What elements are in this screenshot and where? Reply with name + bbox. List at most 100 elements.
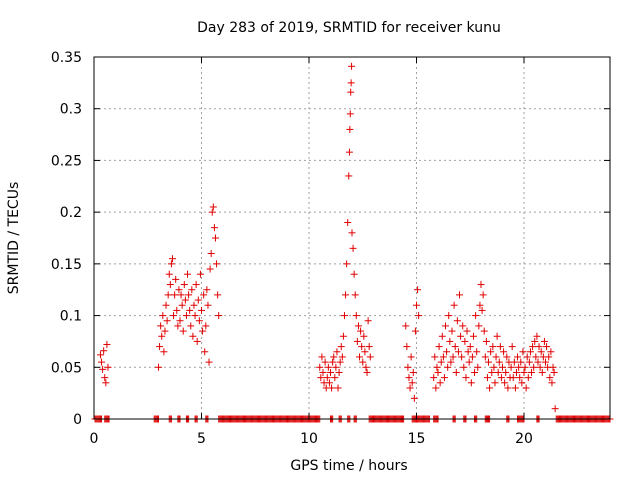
data-point <box>353 337 361 345</box>
data-point <box>489 343 497 351</box>
data-point <box>491 379 499 387</box>
data-point <box>163 317 171 325</box>
data-point <box>454 348 462 356</box>
data-point <box>413 301 420 309</box>
data-point <box>160 348 168 356</box>
data-point <box>159 312 167 320</box>
data-point <box>211 234 219 242</box>
data-point <box>537 348 545 356</box>
data-point <box>348 229 356 237</box>
data-point <box>329 358 337 366</box>
data-point <box>405 374 413 382</box>
data-point <box>517 358 525 366</box>
data-point <box>346 110 354 118</box>
data-point <box>547 348 555 356</box>
data-point <box>542 358 549 366</box>
data-point <box>456 291 463 299</box>
data-point <box>483 374 491 382</box>
data-point <box>347 88 355 96</box>
data-point <box>502 368 510 376</box>
data-point <box>332 363 340 371</box>
data-point <box>168 255 176 263</box>
data-point <box>409 368 417 376</box>
data-point <box>345 172 353 180</box>
data-point <box>469 332 477 340</box>
data-point <box>356 353 364 361</box>
data-point <box>473 348 481 356</box>
data-point <box>357 327 365 335</box>
data-point <box>180 281 188 289</box>
data-point <box>362 363 370 371</box>
data-point <box>358 343 366 351</box>
data-point <box>521 363 529 371</box>
data-point <box>177 291 185 299</box>
data-point <box>507 363 515 371</box>
y-tick-label: 0.15 <box>51 257 82 273</box>
data-point <box>414 286 422 294</box>
data-point <box>459 322 467 330</box>
data-point <box>340 312 348 320</box>
data-point <box>98 358 106 366</box>
data-point <box>331 374 339 382</box>
data-point <box>490 363 498 371</box>
data-point <box>458 353 466 361</box>
data-point <box>185 291 193 299</box>
data-point <box>351 291 359 299</box>
data-point <box>433 363 441 371</box>
x-tick-label: 15 <box>408 431 426 447</box>
data-point <box>520 368 528 376</box>
data-point <box>317 374 325 382</box>
data-point <box>471 368 479 376</box>
data-point <box>170 312 178 320</box>
data-point <box>360 332 368 340</box>
data-point <box>181 296 189 304</box>
data-point <box>214 291 222 299</box>
y-tick-label: 0 <box>73 412 82 428</box>
data-point <box>213 260 221 268</box>
data-point <box>465 358 473 366</box>
data-point <box>545 353 553 361</box>
data-point <box>161 327 169 335</box>
data-point <box>174 322 182 330</box>
data-point <box>366 353 374 361</box>
data-point <box>549 363 557 371</box>
data-point <box>457 332 465 340</box>
data-point <box>408 379 416 387</box>
data-point <box>535 343 543 351</box>
data-point <box>193 337 201 345</box>
data-point <box>102 379 110 387</box>
x-tick-label: 0 <box>90 431 99 447</box>
data-point <box>406 384 414 392</box>
data-point <box>508 343 516 351</box>
data-point <box>175 286 183 294</box>
data-point <box>481 353 489 361</box>
data-point <box>325 379 333 387</box>
data-point <box>215 312 223 320</box>
data-point <box>516 374 524 382</box>
data-point <box>493 332 501 340</box>
data-point <box>330 353 338 361</box>
data-point <box>205 358 213 366</box>
y-tick-label: 0.05 <box>51 360 82 376</box>
data-point <box>101 374 109 382</box>
data-point <box>187 322 195 330</box>
data-point <box>207 250 215 258</box>
data-point <box>451 343 459 351</box>
data-point <box>349 244 357 252</box>
data-point <box>407 353 415 361</box>
data-point <box>182 312 190 320</box>
data-point <box>524 374 532 382</box>
x-axis-label: GPS time / hours <box>290 458 407 474</box>
data-point <box>449 353 457 361</box>
data-point <box>328 384 336 392</box>
data-point <box>551 405 559 413</box>
data-point <box>477 281 485 289</box>
x-tick-label: 10 <box>300 431 318 447</box>
axis-ticks: 0 0.05 0.1 0.15 0.2 0.25 0.3 0.35 0 5 10 15 20 <box>51 50 610 447</box>
data-point <box>344 218 352 226</box>
data-point <box>519 348 527 356</box>
data-point <box>333 348 341 356</box>
data-point <box>402 322 410 330</box>
data-point <box>532 353 540 361</box>
data-point <box>203 286 211 294</box>
